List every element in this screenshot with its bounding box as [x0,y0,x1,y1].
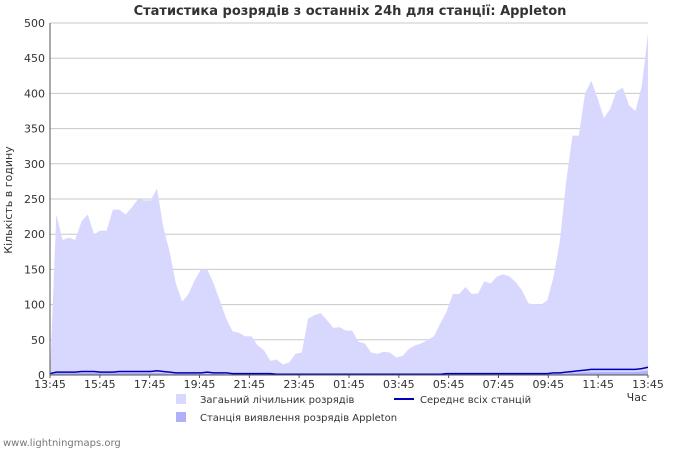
x-tick-label: 01:45 [333,378,365,391]
x-tick-label: 19:45 [184,378,216,391]
x-tick-label: 13:45 [632,378,664,391]
y-tick-label: 0 [38,369,45,382]
x-axis-label: Час [627,391,647,404]
y-tick-label: 100 [24,299,45,312]
legend-label: Середнє всіх станцій [420,394,531,406]
x-tick-label: 09:45 [532,378,564,391]
legend-swatch [176,412,186,422]
y-tick-label: 300 [24,158,45,171]
legend-label: Загаьний лічильник розрядів [200,394,354,406]
series-area-1 [50,370,648,375]
y-axis-label: Кількість в годину [2,146,15,254]
x-tick-label: 15:45 [84,378,116,391]
y-tick-label: 250 [24,193,45,206]
x-tick-label: 13:45 [34,378,66,391]
x-tick-label: 03:45 [383,378,415,391]
axes: 0 50 100 150 200 250 300 350 400 450 500 13:45 15:45… [24,17,664,391]
y-tick-label: 150 [24,263,45,276]
x-tick-label: 23:45 [283,378,315,391]
x-tick-label: 21:45 [233,378,265,391]
y-tick-label: 400 [24,87,45,100]
legend-label: Станція виявлення розрядів Appleton [200,412,397,424]
series-line-2 [49,366,649,376]
y-tick-label: 350 [24,123,45,136]
series-area-0 [50,33,648,376]
x-tick-label: 05:45 [433,378,465,391]
chart-title: Статистика розрядів з останніх 24h для с… [134,4,567,19]
y-tick-label: 500 [24,17,45,30]
x-tick-label: 11:45 [582,378,614,391]
plot-area [49,33,649,376]
y-tick-label: 50 [31,334,45,347]
legend-swatch [176,394,186,404]
x-tick-label: 17:45 [134,378,166,391]
y-tick-label: 450 [24,52,45,65]
x-tick-label: 07:45 [483,378,515,391]
legend: Загаьний лічильник розрядів Середнє всіх … [176,394,531,424]
y-tick-label: 200 [24,228,45,241]
footer-credit: www.lightningmaps.org [3,438,121,449]
